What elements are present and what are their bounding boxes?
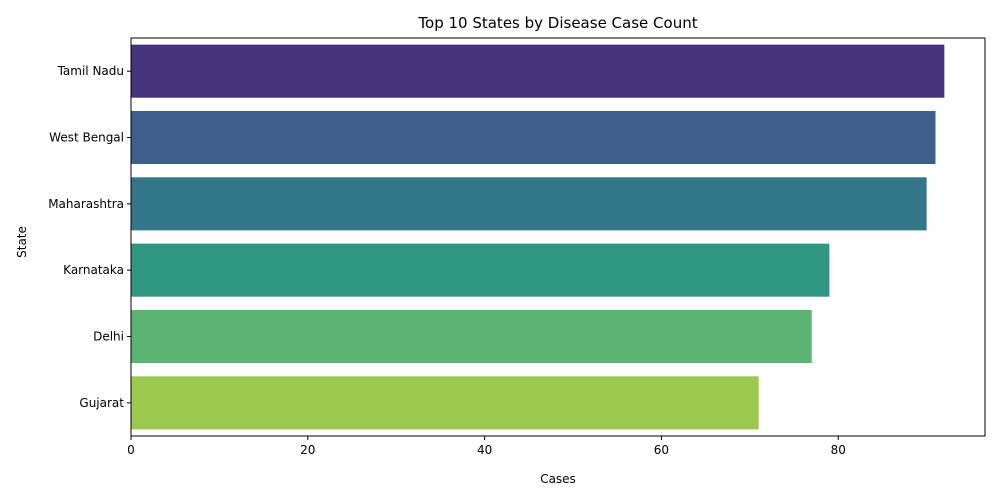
y-tick-label: Gujarat <box>79 396 124 410</box>
chart-title: Top 10 States by Disease Case Count <box>417 14 697 32</box>
bar <box>131 110 936 165</box>
y-tick-label: Maharashtra <box>48 197 124 211</box>
y-axis-label: State <box>15 226 29 258</box>
bar <box>131 177 927 231</box>
x-tick-label: 0 <box>127 443 135 457</box>
y-tick-label: West Bengal <box>49 131 124 145</box>
x-axis-label: Cases <box>540 472 576 486</box>
plot-frame <box>130 37 986 437</box>
y-tick-label: Tamil Nadu <box>57 64 124 78</box>
x-tick-label: 20 <box>300 443 315 457</box>
bar <box>131 309 812 364</box>
x-tick-label: 80 <box>831 443 846 457</box>
y-tick-label: Delhi <box>93 330 124 344</box>
bar <box>131 243 830 297</box>
y-tick-label: Karnataka <box>63 263 124 277</box>
bar <box>131 376 759 430</box>
x-tick-label: 40 <box>477 443 492 457</box>
x-tick-label: 60 <box>654 443 669 457</box>
bar <box>131 44 945 98</box>
plot-area: Tamil Nadu West Bengal Maharashtra Karnatak… <box>48 37 986 457</box>
